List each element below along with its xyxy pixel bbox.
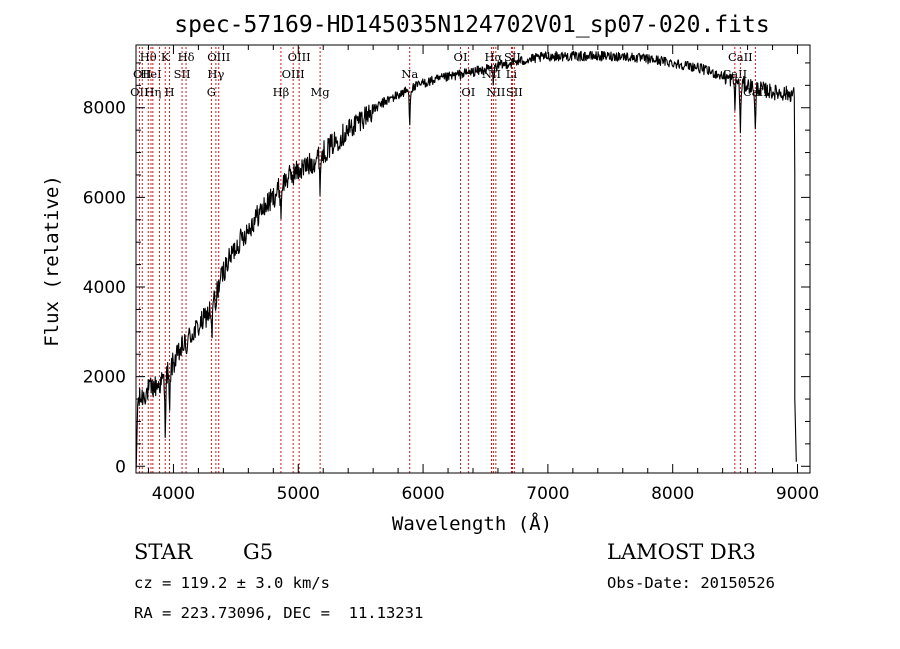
y-tick-label-0: 0 (115, 457, 126, 477)
x-tick-label-7000: 7000 (526, 484, 569, 504)
spectral-line-label-12: OIII (207, 50, 230, 64)
spectral-line-label-14: OIII (282, 67, 305, 81)
spectral-line-label-8: SII (174, 67, 191, 81)
spectrum-line (135, 50, 797, 469)
spectral-line-label-21: Hα (484, 50, 502, 64)
observation-date: Obs-Date: 20150526 (607, 574, 775, 592)
y-tick-label-8000: 8000 (83, 99, 126, 119)
y-tick-label-4000: 4000 (83, 278, 126, 298)
survey-name: LAMOST DR3 (607, 540, 756, 564)
spectral-line-label-4: Hη (144, 85, 161, 99)
y-tick-label-6000: 6000 (83, 188, 126, 208)
plot-frame-border (135, 44, 811, 474)
redshift-velocity: cz = 119.2 ± 3.0 km/s (134, 574, 330, 592)
spectral-line-label-0: OII (130, 85, 149, 99)
x-tick-label-5000: 5000 (277, 484, 320, 504)
spectral-line-label-27: CaII (728, 50, 753, 64)
x-axis-label: Wavelength (Å) (392, 512, 552, 535)
spectral-line-label-6: K (161, 50, 170, 64)
spectral-line-label-15: OIII (288, 50, 311, 64)
spectral-line-label-22: NII (486, 85, 505, 99)
spectral-line-label-18: OI (454, 50, 468, 64)
coordinates: RA = 223.73096, DEC = 11.13231 (134, 604, 424, 622)
spectral-line-label-17: Na (401, 67, 418, 81)
spectral-line-label-3: HeI (140, 67, 161, 81)
spectral-line-markers: OII OII Hθ HeI Hη K H SII Hδ G Hγ OIII Hβ OIII OIII Mg N… (130, 47, 768, 473)
chart-title: spec-57169-HD145035N124702V01_sp07-020.f… (174, 12, 769, 38)
y-axis-label: Flux (relative) (41, 175, 63, 347)
y-tick-label-2000: 2000 (83, 368, 126, 388)
spectral-line-label-16: Mg (311, 85, 331, 99)
x-tick-label-9000: 9000 (776, 484, 819, 504)
object-subclass: G5 (243, 540, 274, 564)
spectral-line-label-19: OI (461, 85, 475, 99)
x-tick-label-8000: 8000 (651, 484, 694, 504)
axis-ticks: 4000 5000 6000 7000 8000 9000 0 2000 4000 6000 800… (83, 45, 819, 504)
x-tick-label-4000: 4000 (152, 484, 195, 504)
spectral-line-label-11: Hγ (207, 67, 224, 81)
spectral-line-label-1: OII (133, 67, 152, 81)
spectral-line-label-2: Hθ (140, 50, 157, 64)
spectral-line-label-9: Hδ (178, 50, 195, 64)
object-class: STAR (134, 540, 193, 564)
spectral-line-label-25: SII (506, 85, 523, 99)
spectral-line-label-7: H (165, 85, 175, 99)
spectrum-series (135, 50, 797, 469)
spectral-line-label-10: G (207, 85, 216, 99)
spectral-line-label-13: Hβ (273, 85, 290, 99)
spectral-line-label-23: Li (506, 67, 518, 81)
x-tick-label-6000: 6000 (401, 484, 444, 504)
plot-frame (135, 44, 811, 474)
